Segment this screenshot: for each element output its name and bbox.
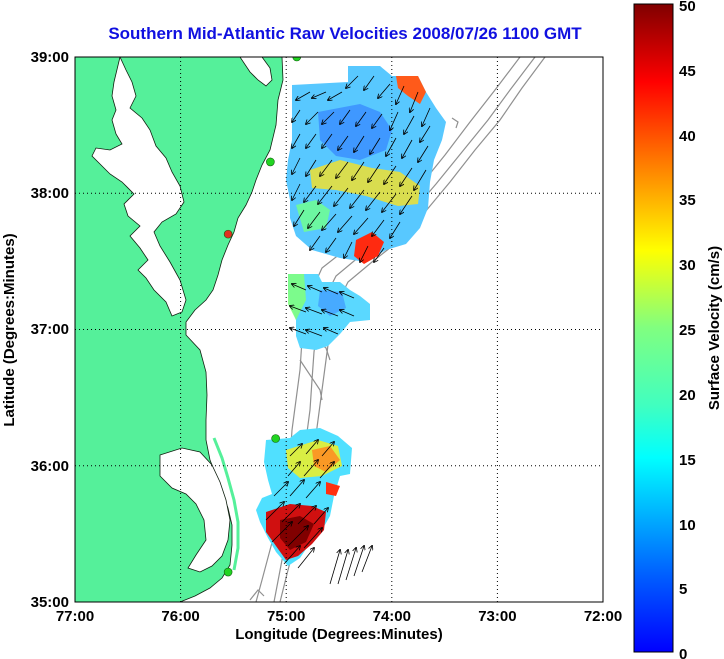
y-tick-label: 37:00 [31,321,69,338]
y-tick-label: 38:00 [31,185,69,202]
colorbar-tick-label: 30 [679,257,696,274]
x-tick-label: 77:00 [56,608,94,625]
plot-area [74,56,604,603]
chart-title: Southern Mid-Atlantic Raw Velocities 200… [108,24,582,43]
velocity-patch-north-ne [396,76,426,104]
x-tick-label: 74:00 [373,608,411,625]
colorbar: 50 45 40 35 30 25 20 15 10 5 0 Surface V… [633,0,723,659]
colorbar-tick-label: 35 [679,192,696,209]
station-marker [271,434,280,443]
y-tick-label: 39:00 [31,49,69,66]
x-tick-label: 76:00 [161,608,199,625]
velocity-patch-south-spot [326,482,340,496]
velocity-patch-north-green [296,200,330,232]
colorbar-tick-label: 50 [679,0,696,15]
plot-frame [74,56,604,603]
x-axis-label: Longitude (Degrees:Minutes) [235,626,443,643]
colorbar-tick-label: 15 [679,452,696,469]
colorbar-tick-label: 10 [679,517,696,534]
velocity-patch-north-se [354,232,384,264]
barrier-islands [212,437,240,571]
delaware-bay [239,57,273,87]
radar-stations [223,57,302,577]
x-axis: 77:00 76:00 75:00 74:00 73:00 72:00 Long… [56,608,622,643]
y-tick-label: 35:00 [31,594,69,611]
colorbar-tick-label: 45 [679,63,696,80]
station-marker [292,57,302,62]
colorbar-tick-label: 20 [679,387,696,404]
station-marker [266,157,275,167]
grid [75,57,603,602]
colorbar-tick-label: 25 [679,322,696,339]
pamlico-sound [159,447,231,573]
colorbar-gradient [633,3,674,653]
x-tick-label: 75:00 [267,608,305,625]
y-tick-label: 36:00 [31,458,69,475]
x-tick-label: 73:00 [478,608,516,625]
colorbar-label: Surface Velocity (cm/s) [706,246,723,410]
colorbar-tick-label: 5 [679,581,687,598]
colorbar-tick-label: 40 [679,128,696,145]
colorbar-tick-label: 0 [679,646,687,659]
station-marker [223,567,233,577]
velocity-vectors [265,75,431,585]
y-axis-label: Latitude (Degrees:Minutes) [1,233,18,426]
y-axis: 39:00 38:00 37:00 36:00 35:00 Latitude (… [1,49,69,611]
velocity-patch-north-core [318,104,392,160]
station-marker-inactive [223,229,233,239]
chesapeake-bay [91,57,187,317]
x-tick-label: 72:00 [584,608,622,625]
